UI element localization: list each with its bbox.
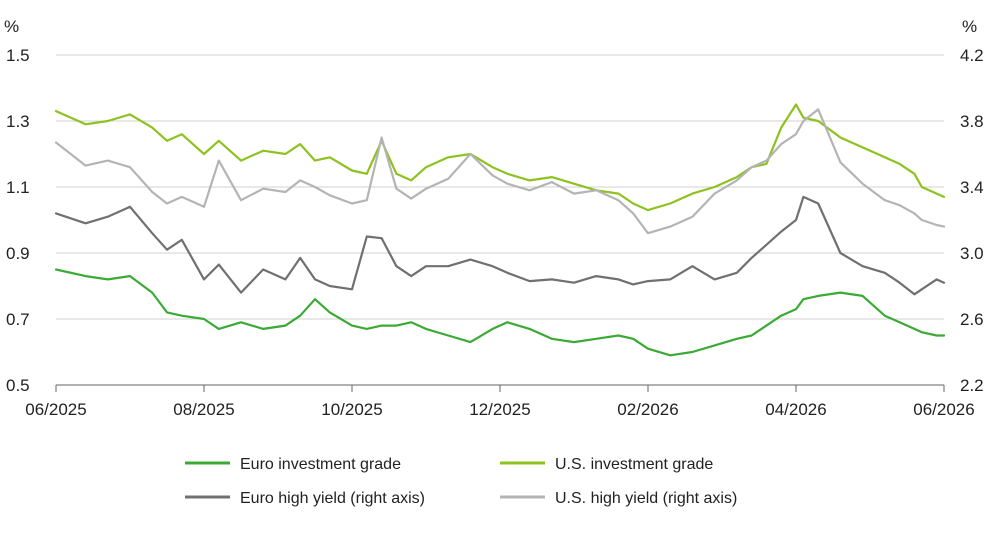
legend-label: U.S. investment grade [555,456,713,473]
series-line-1 [54,103,946,212]
x-tick-label: 02/2026 [617,400,678,419]
series-line-0 [54,268,946,357]
x-tick-label: 12/2025 [469,400,530,419]
series-lines [54,103,946,357]
series-line-2 [54,195,946,296]
series-line-3 [54,108,946,235]
left-y-tick-label: 1.3 [6,112,30,131]
x-tick-label: 10/2025 [321,400,382,419]
left-y-tick-label: 1.5 [6,46,30,65]
axis-labels: % % 1.5 1.3 1.1 0.9 0.7 0.5 4.2 3.8 3.4 3.0 2.6 2.2… [4,17,984,419]
gridlines [55,54,945,392]
right-y-tick-label: 3.4 [960,178,984,197]
right-y-tick-label: 3.8 [960,112,984,131]
right-y-tick-label: 4.2 [960,46,984,65]
right-y-tick-label: 2.6 [960,310,984,329]
legend-label: U.S. high yield (right axis) [555,490,737,507]
right-axis-unit: % [962,17,977,36]
right-y-tick-label: 2.2 [960,376,984,395]
x-tick-label: 08/2025 [173,400,234,419]
right-y-tick-label: 3.0 [960,244,984,263]
x-tick-label: 04/2026 [765,400,826,419]
legend-label: Euro high yield (right axis) [240,490,425,507]
x-tick-label: 06/2026 [913,400,974,419]
legend: Euro investment grade U.S. investment gra… [185,456,737,507]
left-y-tick-label: 0.7 [6,310,30,329]
left-y-tick-label: 1.1 [6,178,30,197]
left-axis-unit: % [4,17,19,36]
x-tick-label: 06/2025 [25,400,86,419]
left-y-tick-label: 0.5 [6,376,30,395]
legend-label: Euro investment grade [240,456,401,473]
left-y-tick-label: 0.9 [6,244,30,263]
